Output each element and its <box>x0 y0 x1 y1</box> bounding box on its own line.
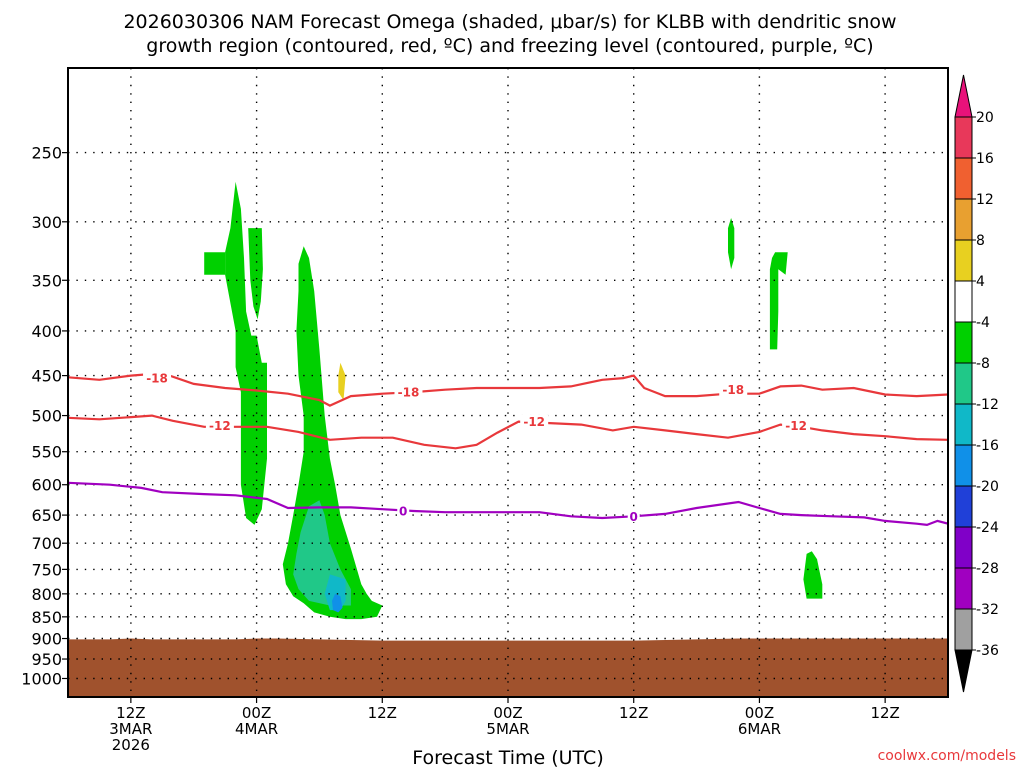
y-tick-label-1000: 1000 <box>21 669 62 688</box>
y-tick-label-400: 400 <box>31 322 62 341</box>
plot-inner: -18 -18 -18 -12 -12 -12 0 0 <box>68 68 948 697</box>
contour-label-1: -18 <box>398 386 420 400</box>
y-tick-label-500: 500 <box>31 407 62 426</box>
x-tick-label-6-1: 12Z <box>870 704 899 722</box>
y-tick-label-800: 800 <box>31 585 62 604</box>
omega-shaded-region-9 <box>803 551 823 599</box>
colorbar-label-5: -4 <box>976 315 990 331</box>
x-tick-label-3-2: 5MAR <box>486 720 529 738</box>
x-tick-label-0-3: 2026 <box>112 736 150 754</box>
contour-line--18-0 <box>68 371 948 407</box>
omega-shaded-region-6 <box>332 593 343 613</box>
colorbar-label-0: 20 <box>976 110 994 126</box>
omega-shaded-region-8 <box>769 252 788 350</box>
colorbar-swatch-3 <box>954 239 973 282</box>
contour-label-bg-7 <box>627 509 640 523</box>
omega-shaded-region-7 <box>728 218 735 270</box>
contour-label-bg-4 <box>520 414 549 428</box>
colorbar-label-8: -16 <box>976 438 999 454</box>
contour-label-4: -12 <box>523 415 545 429</box>
x-tick-label-5-2: 6MAR <box>738 720 781 738</box>
omega-shaded-region-1 <box>225 181 267 525</box>
colorbar-extend-bottom <box>954 649 973 693</box>
colorbar-label-6: -8 <box>976 356 990 372</box>
colorbar-label-10: -24 <box>976 520 999 536</box>
colorbar-label-13: -36 <box>976 643 999 659</box>
y-tick-label-850: 850 <box>31 608 62 627</box>
colorbar-swatch-8 <box>954 444 973 487</box>
omega-shaded-region-10 <box>338 362 346 401</box>
x-tick-label-1-2: 4MAR <box>235 720 278 738</box>
colorbar-swatch-2 <box>954 198 973 241</box>
colorbar-swatch-6 <box>954 362 973 405</box>
y-tick-label-950: 950 <box>31 650 62 669</box>
x-tick-label-5-1: 00Z <box>745 704 774 722</box>
chart-title: 2026030306 NAM Forecast Omega (shaded, μ… <box>123 11 896 57</box>
x-tick-label-3-1: 00Z <box>493 704 522 722</box>
contour-line-0-2 <box>68 481 948 527</box>
colorbar-swatch-5 <box>954 321 973 364</box>
colorbar-swatch-7 <box>954 403 973 446</box>
colorbar-label-3: 8 <box>976 233 985 249</box>
colorbar-swatch-9 <box>954 485 973 528</box>
omega-shaded-region-2 <box>248 228 263 320</box>
colorbar-label-7: -12 <box>976 397 999 413</box>
plot-area: -18 -18 -18 -12 -12 -12 0 0 <box>67 67 949 698</box>
contour-label-bg-5 <box>782 418 811 432</box>
colorbar-label-1: 16 <box>976 151 994 167</box>
y-tick-label-300: 300 <box>31 213 62 232</box>
colorbar-swatch-1 <box>954 157 973 200</box>
contour-label-0: -18 <box>146 372 168 386</box>
y-tick-label-350: 350 <box>31 271 62 290</box>
contour-label-bg-3 <box>205 418 234 432</box>
colorbar-swatch-10 <box>954 526 973 569</box>
y-tick-label-900: 900 <box>31 630 62 649</box>
y-tick-label-250: 250 <box>31 144 62 163</box>
y-tick-label-650: 650 <box>31 506 62 525</box>
y-tick-label-550: 550 <box>31 443 62 462</box>
colorbar-extend-top <box>954 74 973 118</box>
contour-label-bg-1 <box>394 385 423 399</box>
x-tick-label-0-1: 12Z <box>116 704 145 722</box>
colorbar-label-11: -28 <box>976 561 999 577</box>
x-tick-label-2-1: 12Z <box>368 704 397 722</box>
contour-label-5: -12 <box>785 419 807 433</box>
y-tick-label-750: 750 <box>31 560 62 579</box>
colorbar-swatch-0 <box>954 116 973 159</box>
contour-label-bg-6 <box>397 503 410 517</box>
omega-shaded-region-0 <box>204 252 226 275</box>
y-tick-label-600: 600 <box>31 476 62 495</box>
colorbar-label-4: 4 <box>976 274 985 290</box>
chart-title-line-1: 2026030306 NAM Forecast Omega (shaded, μ… <box>123 11 896 33</box>
plot-background <box>68 68 948 697</box>
colorbar-label-9: -20 <box>976 479 999 495</box>
colorbar-swatch-4 <box>954 280 973 323</box>
colorbar: 20 16 12 8 4 -4 -8 -12 -16 -20 -24 -28 -32 -36 <box>954 74 999 693</box>
y-axis: 250 300 350 400 450 500 550 600 650 700 750 800 850 9… <box>21 144 68 688</box>
contour-label-6: 0 <box>399 504 407 518</box>
colorbar-label-2: 12 <box>976 192 994 208</box>
y-tick-label-700: 700 <box>31 534 62 553</box>
x-tick-label-0-2: 3MAR <box>109 720 152 738</box>
x-tick-label-4-1: 12Z <box>619 704 648 722</box>
chart-title-line-2: growth region (contoured, red, ºC) and f… <box>146 35 873 57</box>
colorbar-label-12: -32 <box>976 602 999 618</box>
x-axis-label: Forecast Time (UTC) <box>412 747 603 768</box>
credit-text[interactable]: coolwx.com/models <box>878 748 1016 764</box>
contour-label-3: -12 <box>209 419 231 433</box>
contour-label-bg-0 <box>143 371 172 385</box>
y-tick-label-450: 450 <box>31 367 62 386</box>
contour-label-2: -18 <box>722 383 744 397</box>
x-tick-label-1-1: 00Z <box>242 704 271 722</box>
contour-label-7: 0 <box>630 510 638 524</box>
terrain-ground <box>68 638 948 697</box>
colorbar-swatch-12 <box>954 608 973 651</box>
contour-label-bg-2 <box>719 382 748 396</box>
colorbar-swatch-11 <box>954 567 973 610</box>
